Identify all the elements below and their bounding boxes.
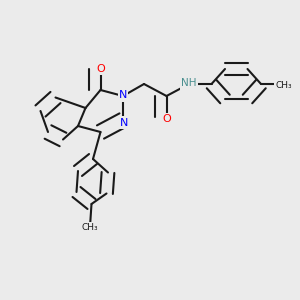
Text: O: O	[96, 64, 105, 74]
Text: O: O	[162, 115, 171, 124]
Text: CH₃: CH₃	[275, 80, 292, 89]
Text: N: N	[119, 118, 128, 128]
Text: CH₃: CH₃	[82, 223, 98, 232]
Text: N: N	[119, 91, 127, 100]
Text: NH: NH	[181, 79, 197, 88]
